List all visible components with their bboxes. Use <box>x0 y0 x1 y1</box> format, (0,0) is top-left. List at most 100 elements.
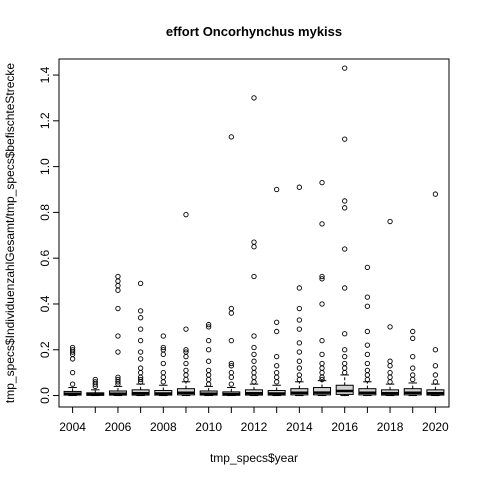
outlier-point <box>251 351 257 357</box>
outlier-point <box>342 246 348 252</box>
outlier-point <box>410 328 416 335</box>
outlier-point <box>296 340 302 346</box>
outlier-point <box>160 360 166 367</box>
outlier-point <box>387 324 393 330</box>
box-2018 <box>381 218 400 397</box>
outlier-point <box>296 349 302 355</box>
outlier-point <box>387 370 393 376</box>
box-2006 <box>108 273 127 397</box>
outlier-point <box>206 358 212 364</box>
outlier-point <box>342 285 348 291</box>
outlier-point <box>364 367 371 374</box>
y-tick-label: 1.2 <box>38 112 52 129</box>
outlier-point <box>137 326 144 332</box>
outlier-point <box>319 179 325 186</box>
outlier-point <box>160 374 166 380</box>
y-tick-label: 1.4 <box>38 66 52 83</box>
outlier-point <box>296 285 302 291</box>
outlier-point <box>410 365 416 371</box>
outlier-point <box>206 367 212 374</box>
outlier-point <box>228 360 234 367</box>
outlier-point <box>228 370 234 376</box>
plot-frame <box>58 58 450 408</box>
outlier-point <box>319 360 325 367</box>
outlier-point <box>183 372 189 378</box>
x-tick-label: 2020 <box>422 420 449 434</box>
outlier-point <box>183 212 189 218</box>
outlier-point <box>432 347 439 353</box>
outlier-point <box>206 337 212 344</box>
outlier-point <box>342 370 348 376</box>
box-2010 <box>199 321 218 397</box>
outlier-point <box>274 186 280 193</box>
outlier-point <box>92 379 98 385</box>
outlier-point <box>296 365 302 371</box>
outlier-point <box>296 372 302 378</box>
outlier-point <box>206 381 212 387</box>
x-tick-label: 2016 <box>331 420 358 434</box>
outlier-point <box>342 365 348 371</box>
outlier-point <box>183 347 189 353</box>
outlier-point <box>364 294 371 300</box>
outlier-point <box>274 319 280 325</box>
y-tick-label: 0.2 <box>38 341 52 358</box>
outlier-point <box>206 372 212 378</box>
outlier-point <box>115 333 121 339</box>
box-2020 <box>426 191 445 397</box>
box-2019 <box>403 328 422 397</box>
outlier-point <box>206 347 212 353</box>
outlier-point <box>251 379 257 385</box>
outlier-point <box>251 239 257 245</box>
outlier-point <box>115 305 121 312</box>
outlier-point <box>319 221 325 227</box>
outlier-point <box>251 370 257 376</box>
outlier-point <box>251 374 257 380</box>
outlier-point <box>160 370 166 376</box>
outlier-point <box>387 363 393 369</box>
outlier-point <box>319 376 325 383</box>
y-tick-label: 0.0 <box>38 387 52 404</box>
outlier-point <box>364 342 371 348</box>
outlier-point <box>410 335 416 341</box>
box-2013 <box>267 186 286 397</box>
outlier-point <box>69 356 76 362</box>
outlier-point <box>115 273 121 280</box>
x-tick-label: 2018 <box>377 420 404 434</box>
outlier-point <box>342 65 348 71</box>
outlier-point <box>274 374 280 380</box>
outlier-point <box>137 315 144 321</box>
outlier-point <box>319 370 325 376</box>
outlier-point <box>364 328 371 335</box>
outlier-point <box>296 326 302 332</box>
outlier-point <box>92 376 98 383</box>
outlier-point <box>206 321 212 328</box>
outlier-point <box>296 358 302 364</box>
outlier-point <box>296 317 302 323</box>
outlier-point <box>228 305 234 312</box>
box-2004 <box>63 344 82 397</box>
outlier-point <box>69 344 76 351</box>
outlier-point <box>183 349 189 355</box>
outlier-point <box>228 337 234 344</box>
outlier-point <box>274 328 280 335</box>
y-tick-label: 0.8 <box>38 204 52 221</box>
x-tick-label: 2008 <box>150 420 177 434</box>
outlier-point <box>387 218 393 225</box>
outlier-point <box>160 351 166 357</box>
outlier-point <box>183 376 189 383</box>
outlier-point <box>432 191 439 197</box>
outlier-point <box>115 287 121 293</box>
box-body <box>313 387 332 396</box>
outlier-point <box>183 353 189 360</box>
outlier-point <box>137 349 144 355</box>
box-2017 <box>358 264 377 397</box>
outlier-point <box>342 136 348 142</box>
outlier-point <box>432 379 439 385</box>
box-group <box>63 65 445 397</box>
outlier-point <box>251 333 257 339</box>
outlier-point <box>364 351 371 357</box>
outlier-point <box>251 344 257 351</box>
outlier-point <box>115 283 121 289</box>
outlier-point <box>115 278 121 284</box>
